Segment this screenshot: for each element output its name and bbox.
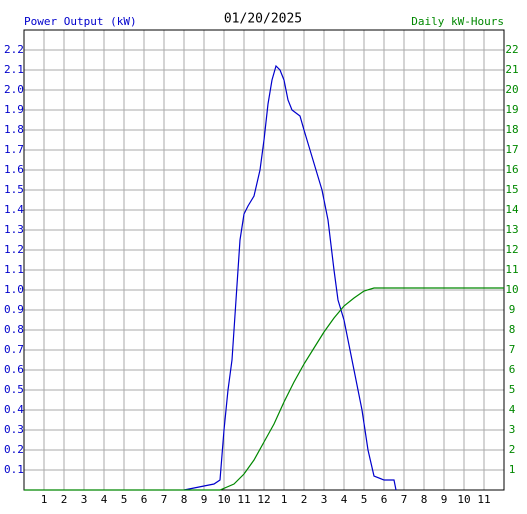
plot-border [23, 29, 505, 491]
data-line [24, 287, 504, 491]
x-tick-label: 6 [381, 493, 388, 506]
y-tick-label: 0.6 [4, 363, 24, 376]
x-tick-label: 3 [321, 493, 328, 506]
y2-tick-label: 14 [505, 203, 519, 216]
y2-tick-label: 20 [505, 83, 518, 96]
y-tick-label: 1.2 [4, 243, 24, 256]
y-tick-label: 1.9 [4, 103, 24, 116]
y-tick-label: 0.1 [4, 463, 24, 476]
x-tick-label: 1 [281, 493, 288, 506]
y-tick-label: 2.2 [4, 43, 24, 56]
x-tick-label: 6 [141, 493, 148, 506]
y2-tick-label: 5 [509, 383, 516, 396]
x-tick-label: 10 [217, 493, 230, 506]
y-tick-label: 1.5 [4, 183, 24, 196]
y-tick-label: 0.8 [4, 323, 24, 336]
y2-tick-label: 1 [509, 463, 516, 476]
y-tick-label: 1.1 [4, 263, 24, 276]
y2-tick-label: 6 [509, 363, 516, 376]
y-tick-label: 0.4 [4, 403, 24, 416]
y2-tick-label: 4 [509, 403, 516, 416]
y-tick-label: 2.0 [4, 83, 24, 96]
x-tick-label: 8 [421, 493, 428, 506]
y2-tick-label: 16 [505, 163, 518, 176]
y2-tick-label: 15 [505, 183, 518, 196]
y2-tick-label: 7 [509, 343, 516, 356]
y-tick-label: 1.6 [4, 163, 24, 176]
y2-tick-label: 22 [505, 43, 518, 56]
y-tick-label: 0.9 [4, 303, 24, 316]
x-tick-label: 9 [441, 493, 448, 506]
y2-tick-label: 19 [505, 103, 518, 116]
y2-tick-label: 17 [505, 143, 518, 156]
x-tick-label: 11 [477, 493, 490, 506]
y-tick-label: 1.0 [4, 283, 24, 296]
x-tick-label: 7 [161, 493, 168, 506]
x-tick-label: 8 [181, 493, 188, 506]
data-line [183, 64, 397, 491]
y-tick-label: 1.4 [4, 203, 24, 216]
x-tick-label: 4 [341, 493, 348, 506]
x-tick-label: 3 [81, 493, 88, 506]
y2-tick-label: 3 [509, 423, 516, 436]
y2-tick-label: 18 [505, 123, 518, 136]
y2-tick-label: 9 [509, 303, 516, 316]
x-tick-label: 2 [301, 493, 308, 506]
y-tick-label: 1.8 [4, 123, 24, 136]
y2-tick-label: 10 [505, 283, 518, 296]
x-tick-label: 11 [237, 493, 250, 506]
y2-tick-label: 13 [505, 223, 518, 236]
chart-title: 01/20/2025 [224, 12, 302, 27]
x-tick-label: 5 [361, 493, 368, 506]
y-axis-title: Power Output (kW) [24, 15, 137, 28]
x-tick-label: 2 [61, 493, 68, 506]
y2-tick-label: 2 [509, 443, 516, 456]
y2-axis-title: Daily kW-Hours [411, 15, 504, 28]
y-tick-label: 1.3 [4, 223, 24, 236]
y-tick-label: 0.2 [4, 443, 24, 456]
y-tick-label: 1.7 [4, 143, 24, 156]
y2-tick-label: 8 [509, 323, 516, 336]
y-tick-label: 2.1 [4, 63, 24, 76]
x-tick-label: 10 [457, 493, 470, 506]
y2-tick-label: 12 [505, 243, 518, 256]
y2-tick-label: 11 [505, 263, 518, 276]
x-tick-label: 1 [41, 493, 48, 506]
x-tick-label: 4 [101, 493, 108, 506]
y2-tick-label: 21 [505, 63, 518, 76]
y-tick-label: 0.5 [4, 383, 24, 396]
x-tick-label: 12 [257, 493, 270, 506]
y-tick-label: 0.3 [4, 423, 24, 436]
x-tick-label: 5 [121, 493, 128, 506]
x-tick-label: 9 [201, 493, 208, 506]
y-tick-label: 0.7 [4, 343, 24, 356]
x-tick-label: 7 [401, 493, 408, 506]
